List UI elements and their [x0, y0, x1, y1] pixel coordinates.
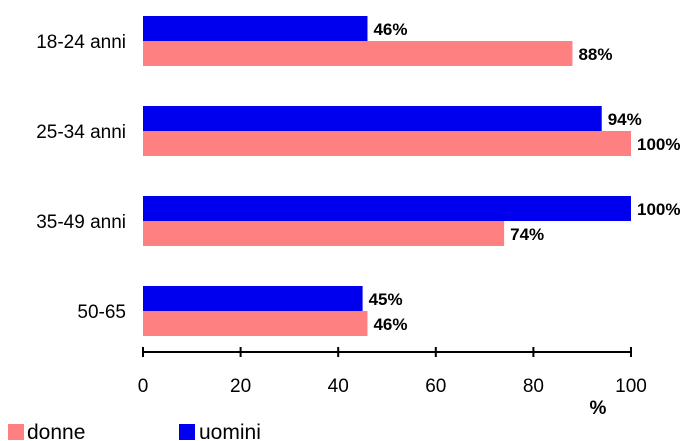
x-tick-label: 60 — [425, 376, 446, 397]
x-axis-unit-label: % — [590, 398, 607, 419]
bar-donne — [143, 311, 368, 336]
x-axis: 0 20 40 60 80 100 — [138, 347, 647, 397]
legend-swatch-uomini — [179, 424, 195, 440]
data-label-uomini: 94% — [608, 110, 642, 129]
bar-donne — [143, 41, 573, 66]
labels-layer: 18-24 anni 46% 88% 25-34 anni 94% 100% 35-49 a… — [36, 20, 680, 334]
legend: donne uomini — [8, 421, 261, 441]
bar-donne — [143, 131, 631, 156]
data-label-donne: 100% — [637, 135, 680, 154]
legend-swatch-donne — [8, 424, 24, 440]
data-label-donne: 46% — [373, 315, 407, 334]
data-label-donne: 88% — [578, 45, 612, 64]
category-label: 18-24 anni — [36, 32, 126, 53]
x-tick-label: 0 — [138, 376, 149, 397]
x-tick-label: 100 — [615, 376, 647, 397]
category-label: 35-49 anni — [36, 212, 126, 233]
data-label-uomini: 100% — [637, 200, 680, 219]
data-label-uomini: 45% — [369, 290, 403, 309]
bar-donne — [143, 221, 505, 246]
data-label-donne: 74% — [510, 225, 544, 244]
legend-label-donne: donne — [27, 421, 85, 441]
bar-uomini — [143, 106, 602, 131]
category-label: 25-34 anni — [36, 122, 126, 143]
category-label: 50-65 — [77, 302, 126, 323]
bars-layer — [143, 16, 631, 336]
x-tick-label: 20 — [230, 376, 251, 397]
x-tick-label: 80 — [523, 376, 544, 397]
bar-uomini — [143, 286, 363, 311]
data-label-uomini: 46% — [373, 20, 407, 39]
bar-uomini — [143, 16, 368, 41]
legend-label-uomini: uomini — [199, 421, 261, 441]
x-tick-label: 40 — [328, 376, 349, 397]
bar-uomini — [143, 196, 631, 221]
